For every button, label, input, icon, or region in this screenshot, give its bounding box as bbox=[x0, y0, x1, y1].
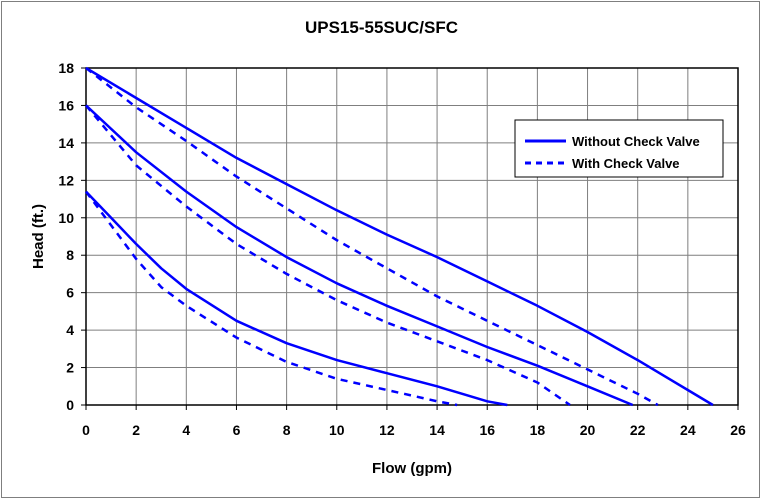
legend-box bbox=[514, 119, 724, 178]
series-with-check-valve-5 bbox=[84, 190, 458, 407]
legend: Without Check Valve With Check Valve bbox=[514, 119, 724, 178]
series-without-check-valve-2 bbox=[85, 104, 634, 407]
x-tick-label: 24 bbox=[680, 422, 696, 438]
x-tick-label: 26 bbox=[730, 422, 746, 438]
x-axis-ticks: 0 2 4 6 8 10 12 14 16 18 20 22 24 26 bbox=[82, 405, 746, 438]
y-tick-label: 8 bbox=[66, 247, 74, 263]
x-tick-label: 8 bbox=[283, 422, 291, 438]
x-tick-label: 10 bbox=[329, 422, 345, 438]
y-tick-label: 2 bbox=[66, 360, 74, 376]
x-tick-label: 18 bbox=[530, 422, 546, 438]
y-tick-label: 16 bbox=[58, 97, 74, 113]
x-tick-label: 16 bbox=[479, 422, 495, 438]
plot-area bbox=[85, 67, 739, 406]
series-without-check-valve-4 bbox=[85, 190, 508, 407]
x-tick-label: 0 bbox=[82, 422, 90, 438]
x-tick-label: 14 bbox=[429, 422, 445, 438]
y-axis-label: Head (ft.) bbox=[30, 204, 47, 269]
y-tick-label: 14 bbox=[58, 135, 74, 151]
y-axis-ticks: 0 2 4 6 8 10 12 14 16 18 bbox=[58, 60, 86, 413]
x-tick-label: 22 bbox=[630, 422, 646, 438]
x-tick-label: 2 bbox=[132, 422, 140, 438]
legend-label-with-check-valve: With Check Valve bbox=[572, 156, 680, 171]
series-without-check-valve-0 bbox=[85, 66, 714, 407]
y-tick-label: 6 bbox=[66, 285, 74, 301]
series-with-check-valve-3 bbox=[85, 104, 571, 407]
legend-label-without-check-valve: Without Check Valve bbox=[572, 134, 700, 149]
y-tick-label: 12 bbox=[58, 172, 74, 188]
x-axis-label: Flow (gpm) bbox=[372, 460, 452, 477]
y-tick-label: 10 bbox=[58, 210, 74, 226]
y-tick-label: 4 bbox=[66, 322, 74, 338]
y-tick-label: 0 bbox=[66, 397, 74, 413]
series-group bbox=[84, 66, 714, 407]
x-tick-label: 4 bbox=[182, 422, 190, 438]
chart-title: UPS15-55SUC/SFC bbox=[304, 18, 459, 37]
grid bbox=[85, 67, 739, 406]
x-tick-label: 6 bbox=[233, 422, 241, 438]
series-with-check-valve-1 bbox=[85, 67, 659, 407]
x-tick-label: 12 bbox=[379, 422, 395, 438]
x-tick-label: 20 bbox=[580, 422, 596, 438]
y-tick-label: 18 bbox=[58, 60, 74, 76]
